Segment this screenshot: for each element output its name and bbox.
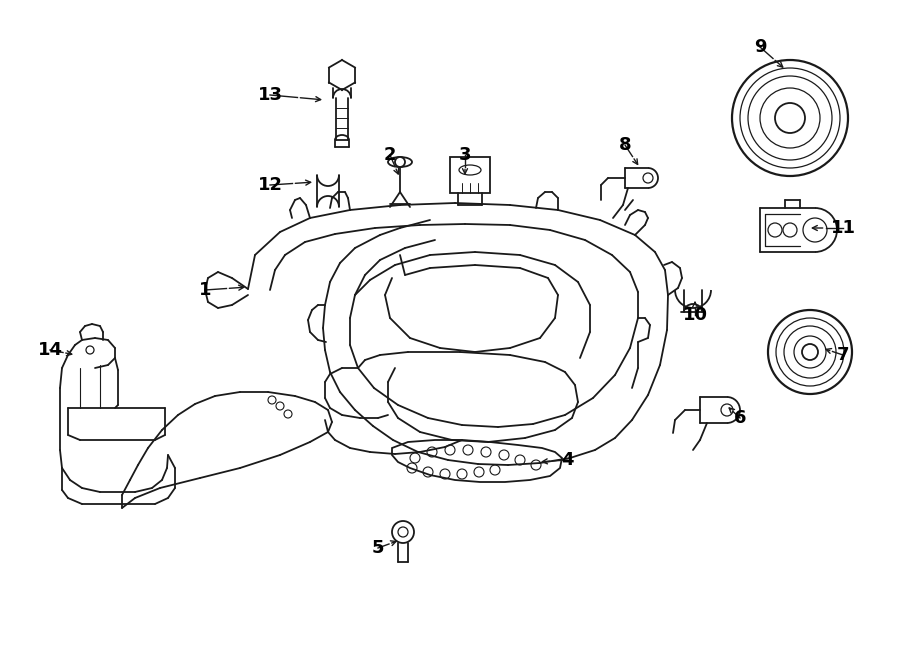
Circle shape <box>392 521 414 543</box>
Circle shape <box>398 527 408 537</box>
Text: 11: 11 <box>831 219 856 237</box>
Text: 7: 7 <box>837 346 850 364</box>
Circle shape <box>732 60 848 176</box>
Text: 13: 13 <box>257 86 283 104</box>
Circle shape <box>768 310 852 394</box>
Bar <box>450 157 490 193</box>
Text: 6: 6 <box>734 409 746 427</box>
Text: 9: 9 <box>754 38 766 56</box>
Text: 8: 8 <box>618 136 631 154</box>
Text: 10: 10 <box>682 306 707 324</box>
Ellipse shape <box>388 157 412 167</box>
Text: 2: 2 <box>383 146 396 164</box>
Text: 5: 5 <box>372 539 384 557</box>
Text: 1: 1 <box>199 281 212 299</box>
Text: 4: 4 <box>561 451 573 469</box>
Text: 3: 3 <box>459 146 472 164</box>
Circle shape <box>395 157 405 167</box>
Text: 14: 14 <box>38 341 62 359</box>
Text: 12: 12 <box>257 176 283 194</box>
